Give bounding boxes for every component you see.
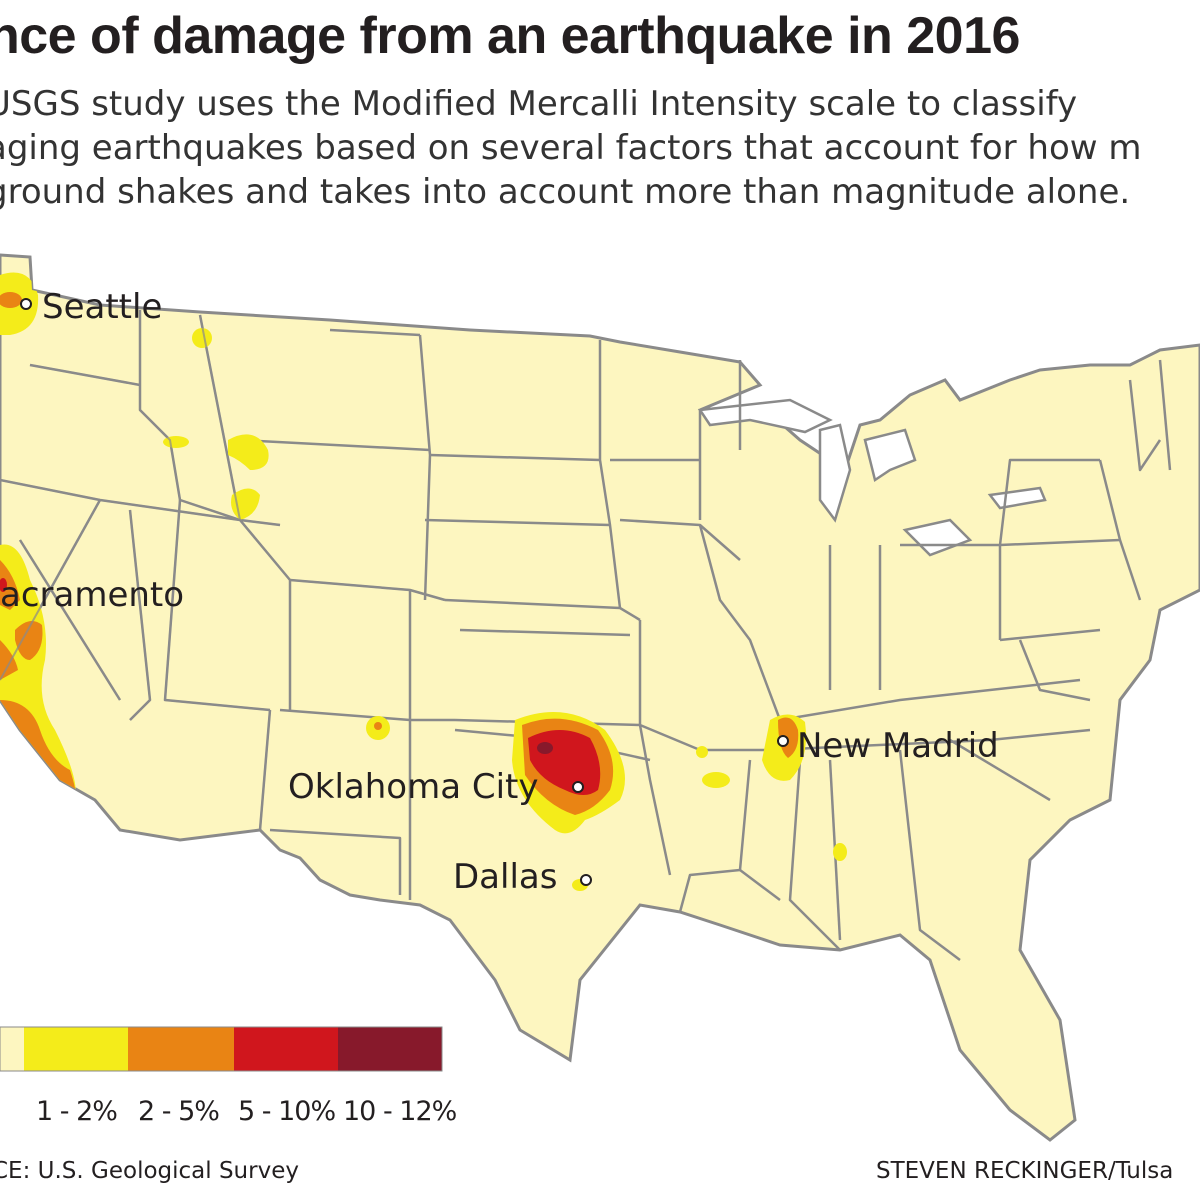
state-border-44: [999, 628, 1101, 642]
state-border-21: [424, 518, 611, 527]
new-madrid-dot: [777, 735, 789, 747]
legend-bar: [0, 1026, 443, 1072]
source-credit: CE: U.S. Geological Survey: [0, 1158, 299, 1184]
hazard-zone-1-10: [702, 772, 730, 788]
state-border-15: [269, 828, 402, 895]
state-border-overlay-5: [19, 539, 121, 701]
state-border-33: [779, 678, 1081, 722]
state-border-34: [769, 728, 1091, 752]
dallas-label: Dallas: [453, 857, 557, 897]
state-border-17: [329, 328, 421, 337]
legend-swatch-4: [234, 1027, 338, 1071]
state-border-overlay-8: [199, 314, 241, 521]
legend-label-5-10: 5 - 10%: [238, 1096, 336, 1127]
legend-swatch-2: [24, 1027, 128, 1071]
state-border-32: [698, 524, 782, 721]
hazard-zone-2-8: [778, 717, 799, 758]
state-border-25: [598, 340, 622, 609]
us-land: [0, 253, 1200, 1142]
great-lake-2: [818, 423, 852, 523]
hazard-zone-1-2: [192, 328, 212, 348]
legend-label-2-5: 2 - 5%: [138, 1096, 220, 1127]
legend-label-1-2: 1 - 2%: [36, 1096, 118, 1127]
state-border-40: [949, 738, 1051, 802]
new-madrid-label: New Madrid: [797, 726, 999, 766]
dallas-dot: [580, 874, 592, 886]
state-border-overlay-12: [289, 579, 446, 601]
land-layer: [0, 253, 1200, 1142]
state-border-overlay-6: [129, 509, 152, 721]
state-border-24: [459, 628, 631, 637]
hazard-zone-3-2: [59, 801, 69, 819]
state-border-47: [1098, 459, 1142, 601]
map-title: nce of damage from an earthquake in 2016: [0, 7, 1020, 65]
oklahoma-city-label: Oklahoma City: [288, 767, 538, 807]
state-border-20: [429, 453, 601, 462]
state-border-overlay-2: [139, 310, 241, 521]
seattle-dot: [20, 298, 32, 310]
state-border-overlay-1: [29, 364, 141, 386]
legend-label-10-12: 10 - 12%: [343, 1096, 457, 1127]
seattle-label: Seattle: [42, 287, 162, 327]
hazard-zone-4-1: [537, 742, 553, 754]
state-border-26: [638, 620, 672, 876]
artist-credit: STEVEN RECKINGER/Tulsa: [876, 1158, 1174, 1184]
state-border-46: [998, 458, 1100, 546]
subtitle-line-2: aging earthquakes based on several facto…: [0, 128, 1142, 168]
state-border-48: [1128, 379, 1162, 472]
hazard-zone-2-2: [0, 560, 20, 610]
legend-frame: [0, 1026, 443, 1072]
state-border-45: [999, 538, 1121, 547]
hazard-zone-3-3: [0, 578, 7, 592]
state-border-19: [239, 438, 431, 452]
sacramento-label: acramento: [0, 575, 184, 615]
hazard-zone-2-6: [374, 722, 382, 730]
legend-swatch-5: [338, 1027, 442, 1071]
state-border-overlay-4: [0, 499, 101, 681]
state-border-39: [898, 749, 961, 961]
state-border-49: [1158, 359, 1172, 471]
state-border-37: [788, 759, 841, 951]
hazard-zone-1-9: [696, 746, 708, 758]
state-border-overlay-7: [239, 519, 281, 526]
great-lake-1: [697, 398, 833, 434]
legend-swatch-3: [128, 1027, 234, 1071]
map-subtitle: USGS study uses the Modified Mercalli In…: [0, 82, 1200, 214]
hazard-zone-1-4: [228, 434, 269, 470]
great-lake-3: [863, 428, 917, 483]
hazard-zone-2-1: [0, 292, 22, 308]
state-border-50: [1018, 639, 1091, 702]
subtitle-line-1: USGS study uses the Modified Mercalli In…: [0, 84, 1078, 124]
hazard-zone-2-3: [15, 621, 43, 660]
state-border-overlay-11: [259, 709, 271, 831]
state-border-overlay-9: [163, 499, 271, 711]
hazard-zone-1-13: [833, 843, 847, 861]
legend-swatch-1: [0, 1027, 24, 1071]
subtitle-line-3: ground shakes and takes into account mor…: [0, 172, 1131, 212]
oklahoma-city-dot: [572, 781, 584, 793]
state-border-36: [678, 868, 741, 913]
city-markers: Seattle acramento Oklahoma City Dallas New M…: [0, 287, 999, 897]
